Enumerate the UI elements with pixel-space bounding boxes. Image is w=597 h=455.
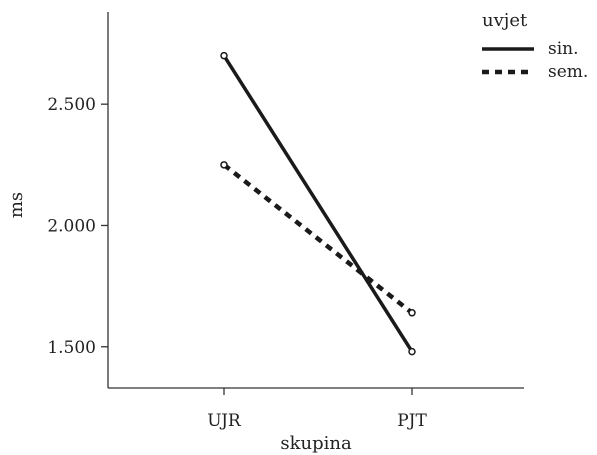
y-tick-label: 2.000 [47,216,96,236]
legend-items: sin. sem. [482,39,588,82]
x-ticks: UJR PJT [207,388,427,431]
series-layer [220,51,416,356]
data-point [220,51,228,60]
data-point [220,161,228,169]
x-axis-label: skupina [280,433,352,454]
data-point [408,347,416,356]
y-axis-label: ms [6,192,27,218]
x-tick-label: PJT [397,411,427,431]
legend-title: uvjet [482,10,528,31]
y-tick-label: 1.500 [47,338,96,358]
legend-label: sem. [548,62,588,82]
y-tick-label: 2.500 [47,95,96,115]
legend: uvjet sin. sem. [482,10,588,82]
series-line-sem [222,163,414,315]
y-ticks: 1.500 2.000 2.500 [47,95,108,358]
data-point [408,309,416,317]
x-tick-label: UJR [207,411,242,431]
axes [107,12,524,389]
legend-label: sin. [548,39,579,59]
series-line-sin [222,54,414,353]
